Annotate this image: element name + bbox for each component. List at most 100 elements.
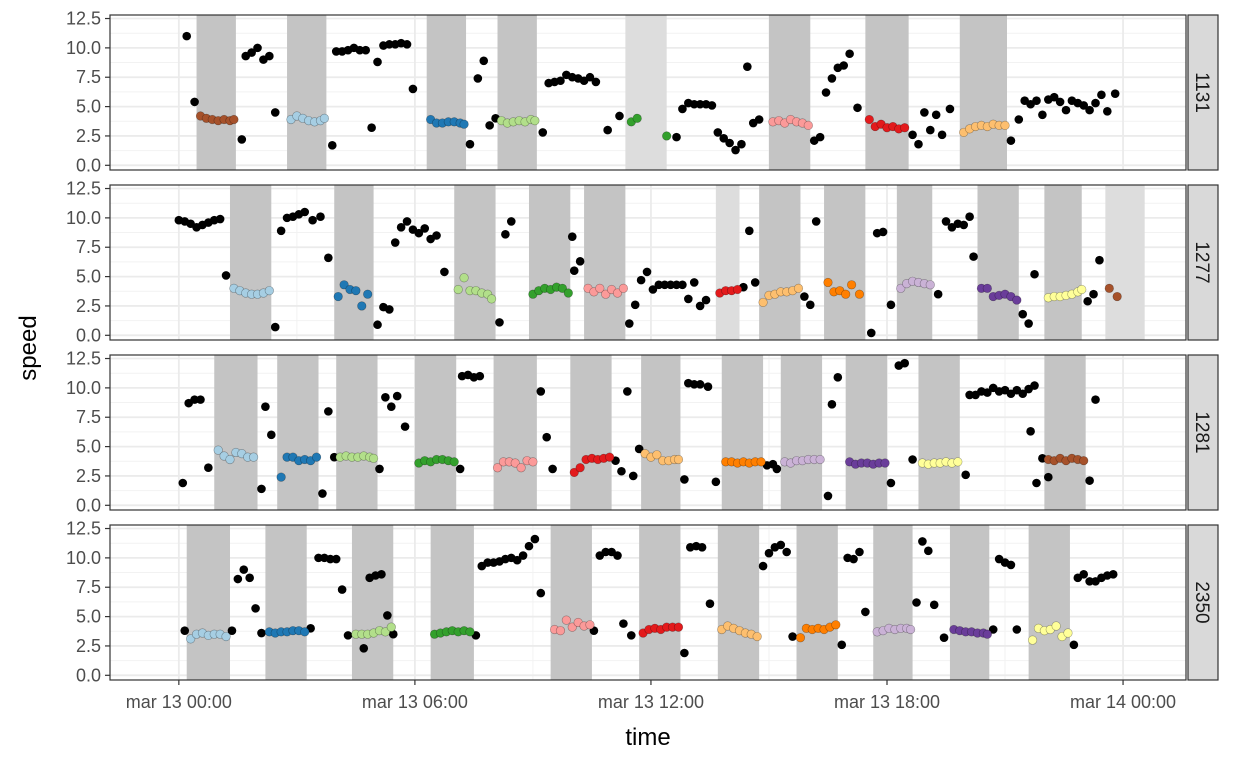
data-point-black [855,547,864,557]
data-point-black [1018,309,1028,319]
shaded-window [625,15,667,170]
y-tick-label: 2.5 [76,636,101,656]
data-point-colored [612,288,623,298]
data-point-colored [595,283,605,293]
data-point-black [878,227,888,237]
data-point-black [408,84,418,94]
data-point-black [308,215,317,225]
data-point-black [402,217,412,226]
data-point-black [754,115,764,124]
data-point-colored [186,634,196,644]
data-point-black [750,278,760,287]
data-point-black [257,484,266,494]
data-point-black [524,541,534,551]
data-point-black [988,625,998,634]
data-point-black [1079,101,1089,110]
data-point-black [1049,92,1059,102]
data-point-colored [841,289,851,299]
data-point-black [619,619,628,628]
data-point-colored [487,294,497,304]
data-point-colored [732,284,743,295]
data-point-black [377,570,386,579]
panel-border [109,184,1187,341]
y-tick-label: 12.5 [66,9,101,29]
data-point-black [711,477,721,487]
data-point-black [623,387,632,396]
data-point-black [925,125,935,135]
y-tick-label: 7.5 [76,577,101,597]
data-point-black [634,444,644,454]
data-point-black [827,400,837,409]
shaded-window [845,355,888,510]
data-point-colored [575,463,585,473]
data-point-black [626,631,636,640]
data-point-black [1103,106,1112,116]
data-point-black [359,643,369,653]
data-point-black [961,470,970,480]
facet-strip-label: 2350 [1191,581,1212,623]
y-tick-label: 12.5 [66,519,101,539]
data-point-black [886,478,896,488]
data-point-black [839,61,849,70]
shaded-window [918,355,960,510]
shaded-window [334,185,374,340]
data-point-colored [567,622,577,632]
data-point-black [506,217,516,226]
data-point-black [900,358,910,368]
data-point-black [697,543,707,552]
data-point-black [501,230,510,239]
data-point-colored [982,283,992,293]
data-point-black [465,139,475,149]
data-point-black [678,104,687,114]
shaded-window [584,185,626,340]
y-tick-label: 10.0 [66,38,101,58]
data-point-black [615,111,624,121]
panel-border [109,354,1187,511]
data-point-black [705,599,715,608]
panel-border [109,524,1187,681]
data-point-black [701,295,711,305]
data-point-colored [339,280,349,290]
data-point-black [1030,269,1039,279]
x-tick-label: mar 13 00:00 [126,692,232,712]
shaded-window [454,185,496,340]
shaded-window [796,525,838,680]
data-point-colored [555,626,566,636]
facet-strip-label: 1277 [1191,241,1212,283]
data-point-colored [846,280,857,290]
data-point-black [204,463,213,473]
data-point-black [326,554,335,564]
data-point-black [931,110,941,120]
data-point-black [827,74,837,83]
data-point-black [800,292,809,301]
data-point-black [1032,96,1041,106]
data-point-black [483,558,492,567]
y-tick-label: 10.0 [66,548,101,568]
data-point-colored [854,289,865,299]
data-point-black [1044,472,1053,482]
y-tick-label: 10.0 [66,208,101,228]
data-point-black [221,271,231,280]
data-point-black [227,626,237,635]
data-point-black [689,380,699,389]
data-point-colored [1000,120,1010,130]
data-point-black [381,392,390,402]
data-point-black [237,135,247,144]
data-point-black [1014,115,1024,124]
shaded-window [949,525,990,680]
facet-panels: 1131 0.0 2.5 5.0 7.5 10.0 12.5 1277 0.0 2.5 5.0 7.5… [66,9,1219,685]
y-tick-label: 5.0 [76,97,101,117]
data-point-black [420,224,430,233]
data-point-black [654,280,664,290]
data-point-black [396,222,406,232]
shaded-window [186,525,230,680]
y-tick-label: 2.5 [76,466,101,486]
panel-border [109,14,1187,171]
y-tick-label: 0.0 [76,665,101,685]
data-point-black [180,626,190,635]
data-point-colored [618,283,629,293]
data-point-black [837,640,847,650]
data-point-colored [1112,291,1122,302]
data-point-colored [563,288,573,298]
y-tick-label: 2.5 [76,296,101,316]
